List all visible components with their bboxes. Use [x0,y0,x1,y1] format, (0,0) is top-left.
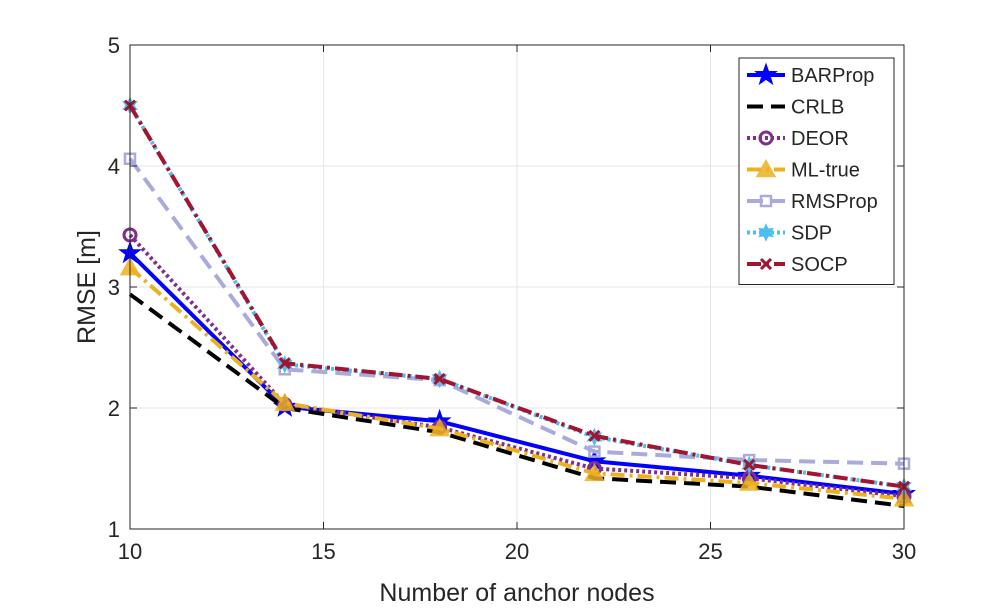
legend-marker [754,62,778,86]
legend-marker [758,223,774,242]
legend-entry: SOCP [747,254,848,276]
legend-entry: RMSProp [747,191,878,213]
axis-ticks: 10 15 20 25 30 1 2 3 4 5 [108,33,916,564]
data-point [429,418,450,437]
x-tick-label: 20 [505,539,529,564]
marker-stroke [433,372,446,386]
data-point [433,372,446,386]
x-tick-label: 15 [311,539,335,564]
marker-stroke [759,257,773,271]
y-tick-label: 2 [108,396,120,421]
y-axis-label: RMSE [m] [73,230,101,344]
legend-label: CRLB [791,97,844,119]
series-line [128,104,905,489]
data-point [588,445,601,458]
series-line [128,233,905,499]
legend-label: RMSProp [791,191,878,213]
legend-label: BARProp [791,65,874,87]
x-tick-label: 30 [892,539,916,564]
data-point [584,462,605,482]
legend-entry: BARProp [747,62,874,87]
legend-marker [759,257,773,271]
series-ml-true [119,257,915,507]
legend-entry: CRLB [747,97,844,119]
data-point [743,458,756,471]
data-point [738,472,760,491]
y-tick-label: 3 [108,275,120,300]
series-line [128,266,905,501]
data-point [274,392,296,411]
data-point [588,429,601,442]
marker-stroke [588,429,601,442]
legend-marker [755,158,777,178]
legend-label: SDP [791,223,832,245]
legend-marker [758,130,774,146]
legend-entry: DEOR [747,128,849,150]
legend-label: DEOR [791,128,849,150]
y-tick-label: 4 [108,154,120,179]
y-tick-label: 1 [108,517,120,542]
series-layer [118,96,916,508]
series-line [128,157,905,466]
legend-marker [759,194,773,208]
marker-stroke [743,458,756,471]
marker-stroke [278,357,291,370]
legend-label: SOCP [791,254,848,276]
x-tick-label: 25 [698,539,722,564]
legend-entry: SDP [747,223,832,245]
legend: BARProp CRLB DEOR ML-true RMSProp SDP SOCP [738,57,895,285]
data-point [278,357,291,370]
y-tick-label: 5 [108,33,120,58]
x-axis-label: Number of anchor nodes [379,579,654,607]
legend-entry: ML-true [747,158,860,182]
x-tick-label: 10 [118,539,142,564]
legend-label: ML-true [791,160,860,182]
